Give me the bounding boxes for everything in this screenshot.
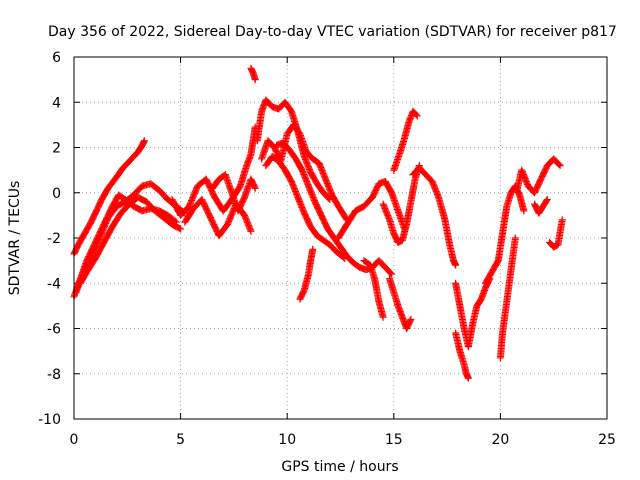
series-track-16 <box>386 275 415 332</box>
series-track-19 <box>409 164 460 269</box>
y-tick-label: 2 <box>52 141 61 157</box>
data-point <box>543 197 551 205</box>
data-point <box>387 269 395 277</box>
series-track-25 <box>531 196 551 217</box>
series-track-6 <box>181 196 255 240</box>
series-track-4 <box>76 193 185 287</box>
data-point <box>251 76 259 84</box>
data-point <box>171 217 179 225</box>
series-track-13 <box>296 245 317 303</box>
series-track-24 <box>513 155 564 197</box>
y-tick-label: -10 <box>38 412 61 428</box>
data-point <box>511 234 519 242</box>
data-point <box>412 111 420 119</box>
series-track-8 <box>247 64 259 84</box>
data-point <box>140 137 148 145</box>
data-points <box>70 64 566 382</box>
series-track-10 <box>258 121 351 224</box>
x-tick-label: 25 <box>598 432 616 448</box>
data-point <box>406 317 414 325</box>
x-tick-label: 15 <box>385 432 403 448</box>
data-point <box>379 313 387 321</box>
x-axis-label: GPS time / hours <box>281 459 398 475</box>
data-point <box>556 162 564 170</box>
series-track-22 <box>481 182 528 287</box>
data-point <box>413 112 421 120</box>
data-point <box>555 160 563 168</box>
data-point <box>543 196 551 204</box>
x-tick-label: 20 <box>491 432 509 448</box>
data-point <box>388 270 396 278</box>
series-track-5 <box>168 123 259 219</box>
series-track-26 <box>545 216 566 251</box>
data-point <box>251 184 259 192</box>
series-track-14 <box>334 177 408 242</box>
data-point <box>452 261 460 269</box>
series-track-12 <box>273 139 396 278</box>
data-point <box>558 216 566 224</box>
chart-title: Day 356 of 2022, Sidereal Day-to-day VTE… <box>48 24 617 40</box>
y-tick-label: -6 <box>47 322 61 338</box>
axis-ticks: 0 5 10 15 20 25 -10 -8 -6 -4 -2 0 2 4 6 <box>38 50 616 448</box>
series-track-21 <box>452 329 472 382</box>
series-track-23 <box>496 234 519 362</box>
series-track-9 <box>253 96 334 204</box>
y-tick-label: -2 <box>47 231 61 247</box>
data-point <box>464 374 472 382</box>
data-point <box>247 227 255 235</box>
series-track-1 <box>70 137 148 258</box>
x-tick-label: 0 <box>70 432 79 448</box>
data-point <box>175 224 183 232</box>
series-track-7 <box>209 171 259 215</box>
x-tick-label: 10 <box>278 432 296 448</box>
y-tick-label: 0 <box>52 186 61 202</box>
y-tick-label: -8 <box>47 367 61 383</box>
series-track-18 <box>390 107 421 174</box>
y-tick-label: -4 <box>47 276 61 292</box>
x-tick-label: 5 <box>176 432 185 448</box>
plot-frame <box>73 56 608 420</box>
y-axis-label: SDTVAR / TECUs <box>7 181 23 296</box>
series-track-15 <box>360 257 387 321</box>
data-point <box>520 207 528 215</box>
series-track-11 <box>262 153 349 262</box>
y-tick-label: 6 <box>52 50 61 66</box>
y-tick-label: 4 <box>52 95 61 111</box>
data-point <box>177 225 185 233</box>
data-point <box>407 315 415 323</box>
data-point <box>251 183 259 191</box>
data-point <box>309 245 317 253</box>
